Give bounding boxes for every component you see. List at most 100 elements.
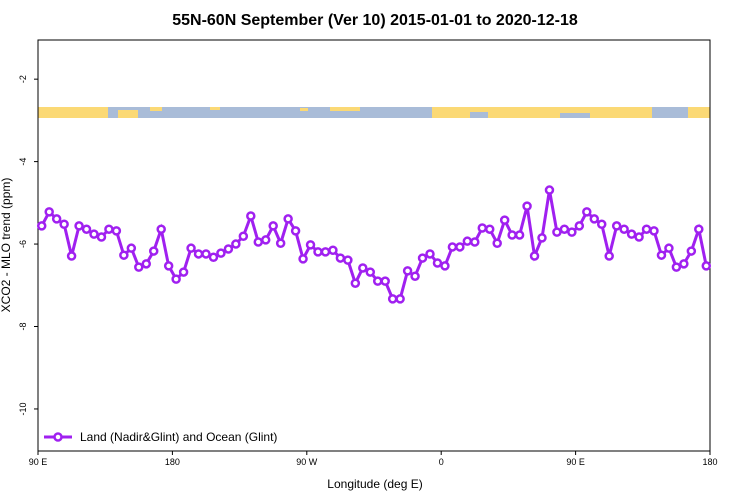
point [582,207,592,217]
point [380,276,390,286]
point [66,251,77,261]
point [313,247,323,257]
x-tick-label: 180 [702,457,717,467]
point [290,226,301,236]
point [134,262,144,272]
point [216,248,226,258]
point [208,252,219,262]
point [141,259,152,269]
point [178,267,189,277]
sea [560,113,590,118]
point [544,185,555,195]
point [253,237,264,247]
ocean-band [38,107,710,118]
land [150,107,162,111]
point [552,227,562,237]
point [343,255,353,265]
legend-label: Land (Nadir&Glint) and Ocean (Glint) [80,430,277,444]
point [350,278,361,288]
point [36,221,47,231]
point [44,207,54,217]
y-tick-label: -8 [18,322,28,330]
point [604,251,614,261]
sea [470,112,488,118]
chart-title: 55N-60N September (Ver 10) 2015-01-01 to… [172,12,578,29]
point [686,246,697,256]
point [260,235,271,245]
point [596,219,607,230]
point [492,238,502,248]
point [499,215,510,225]
point [567,227,577,237]
point [231,239,241,249]
point [163,261,174,271]
land [300,108,308,111]
point [223,244,234,254]
y-tick-label: -6 [18,240,28,248]
point [537,233,547,243]
point [238,231,249,241]
point [664,243,674,253]
point [477,223,488,233]
point [694,224,704,234]
point [111,226,122,236]
y-tick-label: -4 [18,158,28,166]
point [395,294,405,304]
point [148,246,159,256]
point [440,261,450,271]
point [410,271,420,281]
point [51,214,62,224]
point [574,221,585,231]
land [38,107,108,118]
point [529,251,540,261]
x-tick-label: 90 E [29,457,48,467]
point [432,258,443,268]
point [470,237,480,247]
point [59,219,69,230]
point [268,221,278,231]
point [298,254,308,264]
point [417,253,428,263]
point [156,224,166,234]
plot-frame [37,39,711,452]
point [626,229,637,239]
point [387,294,398,304]
y-tick-label: -2 [18,75,28,83]
point [171,274,181,284]
point [201,249,211,259]
point [701,261,712,271]
point [275,238,286,248]
land [210,107,220,110]
y-tick-label: -10 [18,402,28,415]
point [96,232,107,242]
x-tick-label: 90 W [296,457,318,467]
map-strip [38,107,710,118]
point [522,201,532,211]
point [89,229,99,239]
land [118,110,138,118]
point [514,230,525,240]
point [462,236,473,246]
point [634,232,644,242]
point [126,243,137,253]
point [372,276,383,286]
point [186,243,196,253]
land [688,107,710,118]
point [119,250,129,260]
point [328,245,338,255]
x-tick-label: 0 [439,457,444,467]
point [425,249,435,259]
point [81,224,92,234]
point [455,242,465,252]
point [74,221,84,231]
point [611,221,622,231]
point [365,267,376,277]
point [447,242,458,252]
point [193,249,204,259]
point [305,240,316,250]
legend-marker [53,432,63,442]
point [589,214,600,224]
land [330,107,360,111]
x-tick-label: 180 [165,457,180,467]
